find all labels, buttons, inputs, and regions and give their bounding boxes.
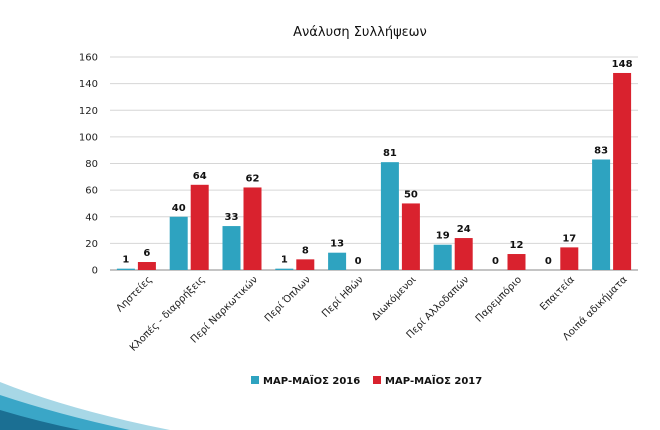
bar <box>592 159 611 270</box>
legend-swatch <box>373 376 381 384</box>
bars <box>116 72 632 270</box>
corner-swoosh <box>0 410 80 430</box>
data-label: 62 <box>246 173 260 184</box>
bar <box>222 226 241 270</box>
data-label: 50 <box>404 189 418 200</box>
bar <box>243 187 262 270</box>
x-tick-label: Διωκόμενοι <box>369 273 419 323</box>
bar <box>560 247 579 270</box>
bar <box>328 252 347 270</box>
gridlines <box>110 56 638 271</box>
legend: ΜΑΡ-ΜΑΪΟΣ 2016 ΜΑΡ-ΜΑΪΟΣ 2017 <box>251 373 482 387</box>
data-label: 0 <box>545 256 552 267</box>
x-tick-label: Επαιτεία <box>538 273 578 313</box>
y-tick-label: 140 <box>79 79 98 90</box>
bar <box>401 203 420 270</box>
data-label: 17 <box>562 233 576 244</box>
x-tick-label: Περί Όπλων <box>262 273 313 324</box>
data-label: 13 <box>330 239 344 250</box>
y-tick-label: 40 <box>85 212 98 223</box>
data-label: 64 <box>193 171 207 182</box>
data-label: 8 <box>302 245 309 256</box>
corner-decoration <box>0 382 170 430</box>
y-axis: 0 20 40 60 80 100 120 140 160 <box>79 53 98 277</box>
y-tick-label: 100 <box>79 132 98 143</box>
bar <box>296 259 315 270</box>
y-tick-label: 120 <box>79 106 98 117</box>
legend-label: ΜΑΡ-ΜΑΪΟΣ 2017 <box>385 373 482 387</box>
y-tick-label: 20 <box>85 239 98 250</box>
bar <box>613 72 632 270</box>
y-tick-label: 80 <box>85 159 98 170</box>
y-tick-label: 160 <box>79 53 98 64</box>
data-label: 40 <box>172 203 186 214</box>
data-label: 24 <box>457 224 471 235</box>
y-tick-label: 0 <box>92 266 98 277</box>
data-label: 0 <box>492 256 499 267</box>
y-tick-label: 60 <box>85 186 98 197</box>
data-label: 83 <box>594 146 608 157</box>
bar <box>454 238 473 270</box>
x-tick-label: Ληστείες <box>114 274 155 315</box>
chart-title: Ανάλυση Συλλήψεων <box>293 25 427 40</box>
data-label: 0 <box>355 256 362 267</box>
bar <box>433 244 452 270</box>
bar <box>137 262 156 270</box>
data-label: 81 <box>383 148 397 159</box>
data-label: 6 <box>143 248 150 259</box>
bar <box>190 184 209 270</box>
bar <box>380 162 399 270</box>
data-label: 148 <box>612 59 633 70</box>
x-tick-label: Παρεμπόριο <box>473 274 524 325</box>
bar <box>116 268 135 270</box>
bar <box>275 268 294 270</box>
data-label: 1 <box>122 255 129 266</box>
data-label: 12 <box>510 240 524 251</box>
data-label: 19 <box>436 231 450 242</box>
legend-swatch <box>251 376 259 384</box>
x-tick-label: Περί Ηθών <box>319 273 366 320</box>
bar <box>507 254 526 270</box>
data-label: 33 <box>225 212 239 223</box>
legend-label: ΜΑΡ-ΜΑΪΟΣ 2016 <box>263 373 360 387</box>
bar <box>169 216 188 270</box>
data-label: 1 <box>281 255 288 266</box>
